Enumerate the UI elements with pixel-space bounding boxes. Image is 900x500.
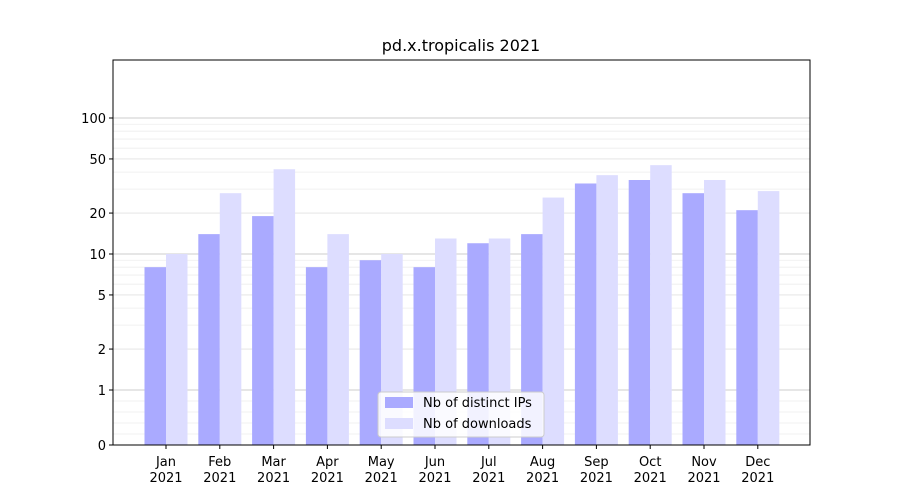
x-tick-label-year: 2021 (741, 471, 774, 486)
bar-distinct-ips (628, 180, 651, 445)
x-tick-label-month: Sep (584, 455, 609, 470)
x-tick-label-year: 2021 (526, 471, 559, 486)
x-tick-label-year: 2021 (472, 471, 505, 486)
x-tick-label-year: 2021 (687, 471, 720, 486)
x-axis: Jan2021Feb2021Mar2021Apr2021May2021Jun20… (149, 445, 774, 486)
x-tick-label-month: May (368, 455, 395, 470)
bar-distinct-ips (252, 216, 274, 445)
x-tick-label-year: 2021 (257, 471, 290, 486)
bar-distinct-ips (359, 260, 382, 445)
bar-downloads (704, 180, 726, 445)
bar-distinct-ips (144, 267, 166, 445)
x-tick-label-month: Mar (261, 455, 286, 470)
x-tick-label-month: Apr (316, 455, 339, 470)
plot-frame (112, 59, 811, 446)
x-tick-label-year: 2021 (203, 471, 236, 486)
bar-downloads (219, 193, 242, 445)
bar-downloads (327, 234, 349, 445)
x-tick-label-year: 2021 (634, 471, 667, 486)
y-tick-label: 5 (98, 289, 106, 304)
bar-distinct-ips (305, 267, 328, 445)
y-tick-label: 10 (89, 248, 106, 263)
legend-swatch (385, 397, 413, 408)
bar-downloads (757, 191, 780, 445)
bar-distinct-ips (574, 183, 597, 445)
x-tick-label-month: Jul (480, 455, 497, 470)
bar-downloads (596, 175, 618, 446)
y-tick-label: 50 (89, 153, 106, 168)
x-tick-label-month: Nov (691, 455, 717, 470)
legend-label: Nb of distinct IPs (423, 396, 532, 411)
legend: Nb of distinct IPs Nb of downloads (377, 391, 545, 438)
bar-distinct-ips (736, 210, 758, 445)
x-tick-label-month: Feb (208, 455, 231, 470)
y-tick-label: 2 (98, 343, 106, 358)
x-tick-label-year: 2021 (365, 471, 398, 486)
x-tick-label-year: 2021 (149, 471, 182, 486)
bars (144, 165, 780, 446)
bar-downloads (166, 254, 188, 445)
bar-downloads (650, 165, 672, 446)
y-tick-label: 20 (89, 207, 106, 222)
x-tick-label-month: Oct (639, 455, 661, 470)
x-tick-label-year: 2021 (580, 471, 613, 486)
bar-distinct-ips (198, 234, 220, 445)
x-tick-label-month: Jun (424, 455, 445, 470)
chart-title: pd.x.tropicalis 2021 (382, 36, 540, 55)
bar-distinct-ips (682, 193, 704, 445)
y-axis: 0 1 2 5 10 20 50 100 (81, 112, 113, 454)
x-tick-label-year: 2021 (311, 471, 344, 486)
y-tick-label: 100 (81, 112, 106, 127)
y-tick-label: 0 (98, 439, 106, 454)
x-tick-label-month: Dec (745, 455, 770, 470)
y-tick-label: 1 (98, 384, 106, 399)
x-tick-label-month: Jan (155, 455, 176, 470)
x-tick-label-year: 2021 (418, 471, 451, 486)
legend-swatch (385, 418, 413, 429)
legend-label: Nb of downloads (423, 417, 532, 432)
bar-downloads (273, 169, 296, 445)
x-tick-label-month: Aug (530, 455, 555, 470)
legend-box (377, 391, 545, 438)
bar-downloads (542, 197, 565, 445)
